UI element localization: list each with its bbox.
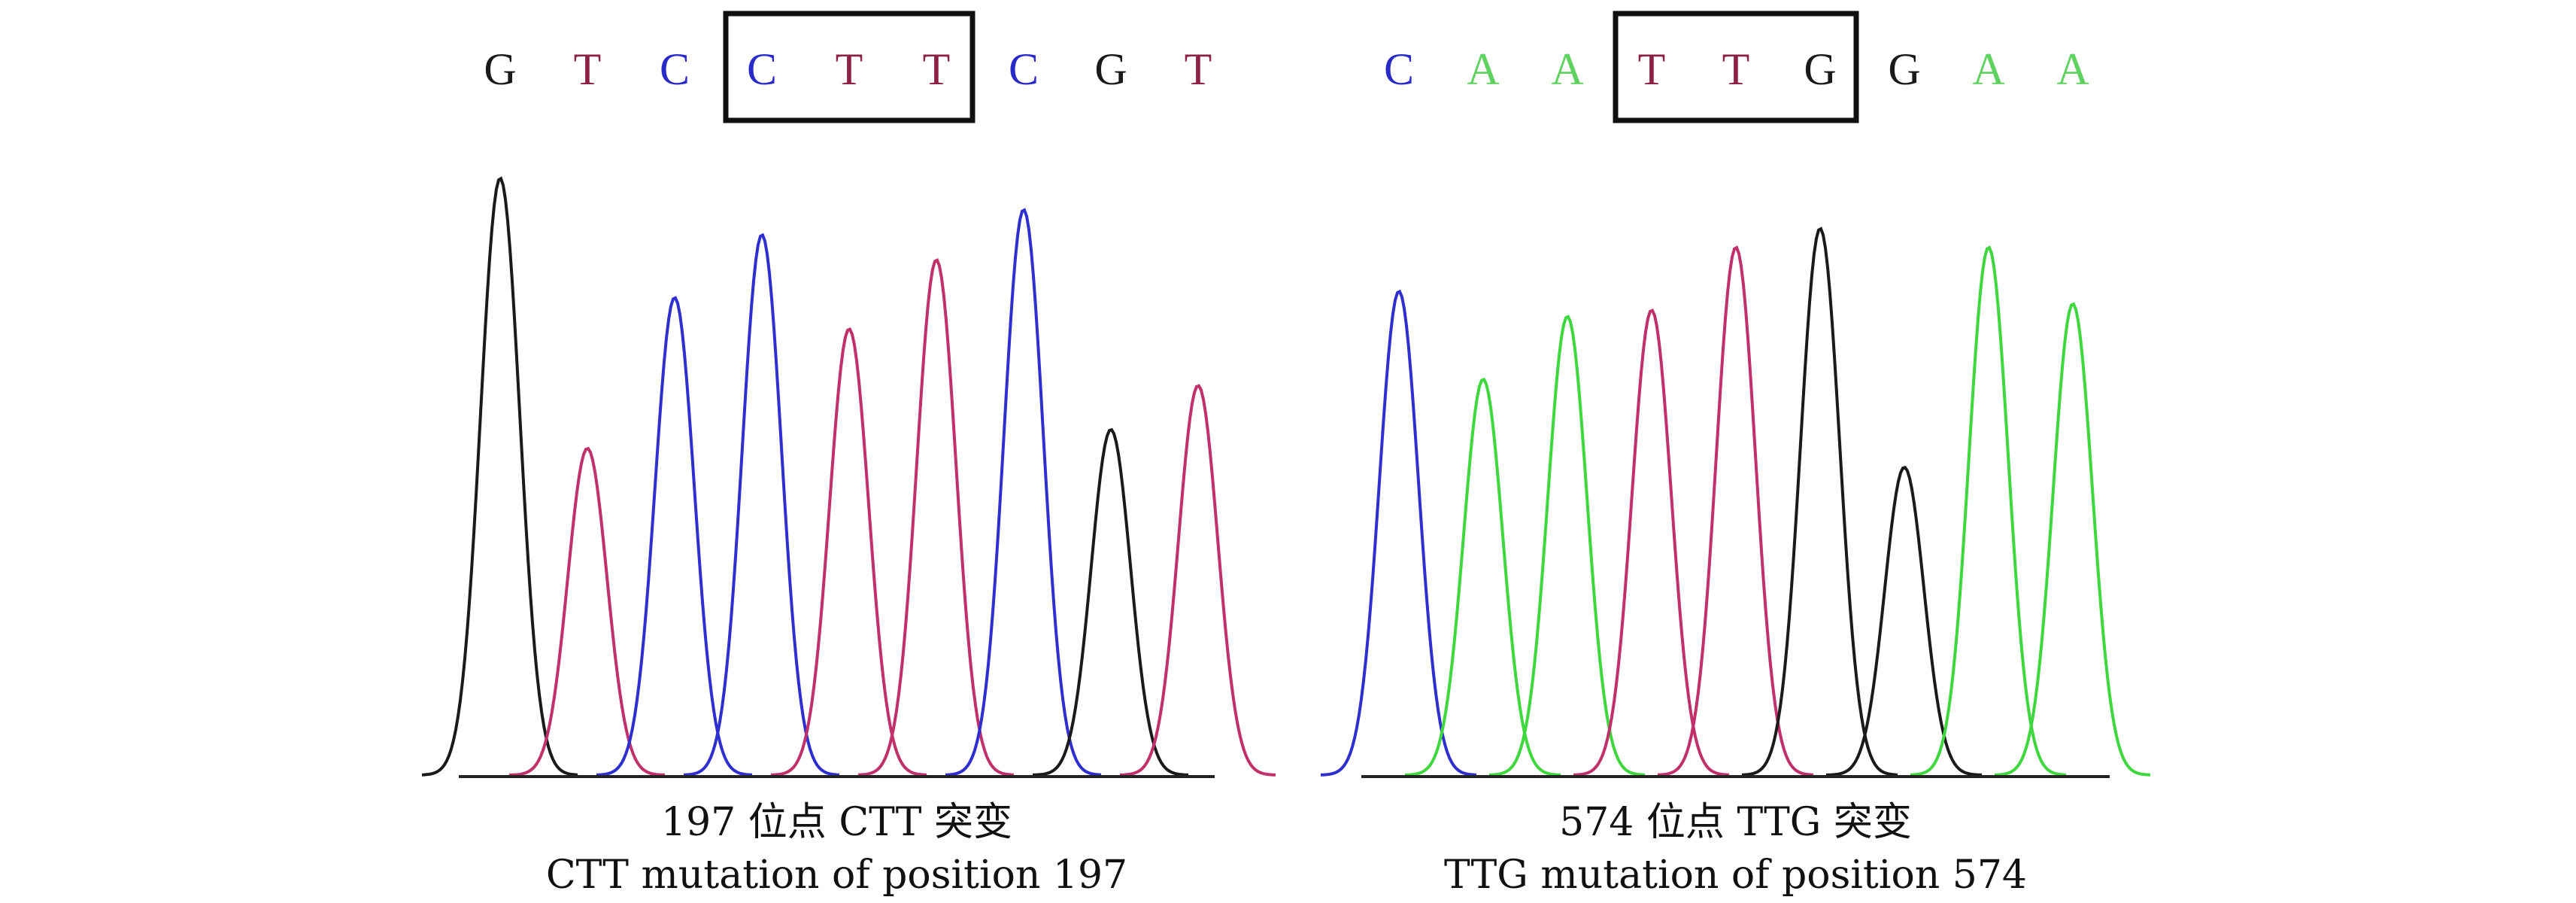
trace-peak-T: [1119, 384, 1276, 777]
base-call-T: T: [574, 44, 602, 94]
base-call-G: G: [1804, 44, 1836, 94]
mutation-highlight-box: [1613, 11, 1859, 123]
base-call-A: A: [2056, 44, 2089, 94]
chromatogram-panel-574: C A A T T G G A A 574 位点 TTG 突变 TTG mutation of …: [1320, 11, 2151, 898]
trace-peak-C: [945, 208, 1102, 777]
trace-peak-G: [1033, 427, 1189, 777]
mutation-highlight-box: [723, 11, 975, 123]
base-call-T: T: [1638, 44, 1666, 94]
base-call-G: G: [1888, 44, 1920, 94]
trace-peaks: [1320, 227, 2151, 777]
base-call-T: T: [1722, 44, 1750, 94]
base-call-C: C: [1384, 44, 1414, 94]
trace-peak-G: [421, 176, 578, 777]
trace-peaks: [421, 176, 1276, 777]
trace-peak-T: [1573, 308, 1730, 777]
trace-peak-T: [857, 258, 1015, 777]
base-call-G: G: [1094, 44, 1127, 94]
base-call-C: C: [747, 44, 777, 94]
base-call-A: A: [1551, 44, 1583, 94]
base-call-T: T: [836, 44, 863, 94]
base-call-T: T: [1185, 44, 1212, 94]
caption-english: TTG mutation of position 574: [1444, 853, 2027, 898]
caption-chinese: 574 位点 TTG 突变: [1559, 800, 1912, 845]
base-call-G: G: [484, 44, 516, 94]
base-call-A: A: [1972, 44, 2004, 94]
trace-peak-G: [1825, 465, 1983, 777]
caption-chinese: 197 位点 CTT 突变: [661, 800, 1012, 845]
trace-peak-C: [596, 296, 753, 777]
trace-peak-A: [1910, 245, 2067, 777]
base-call-A: A: [1467, 44, 1499, 94]
trace-peak-G: [1741, 227, 1898, 777]
caption-english: CTT mutation of position 197: [546, 853, 1127, 898]
base-call-T: T: [923, 44, 951, 94]
trace-peak-T: [508, 446, 666, 777]
trace-peak-C: [683, 233, 840, 777]
trace-peak-C: [1320, 289, 1477, 777]
chromatogram-panel-197: G T C C T T C G T 197 位点 CTT 突变 CTT mutation of …: [421, 11, 1276, 898]
trace-peak-T: [1657, 245, 1814, 777]
trace-peak-A: [1404, 377, 1561, 777]
base-call-C: C: [660, 44, 690, 94]
trace-peak-A: [1994, 302, 2151, 777]
base-call-C: C: [1009, 44, 1039, 94]
trace-peak-A: [1488, 315, 1646, 777]
trace-peak-T: [770, 327, 927, 777]
